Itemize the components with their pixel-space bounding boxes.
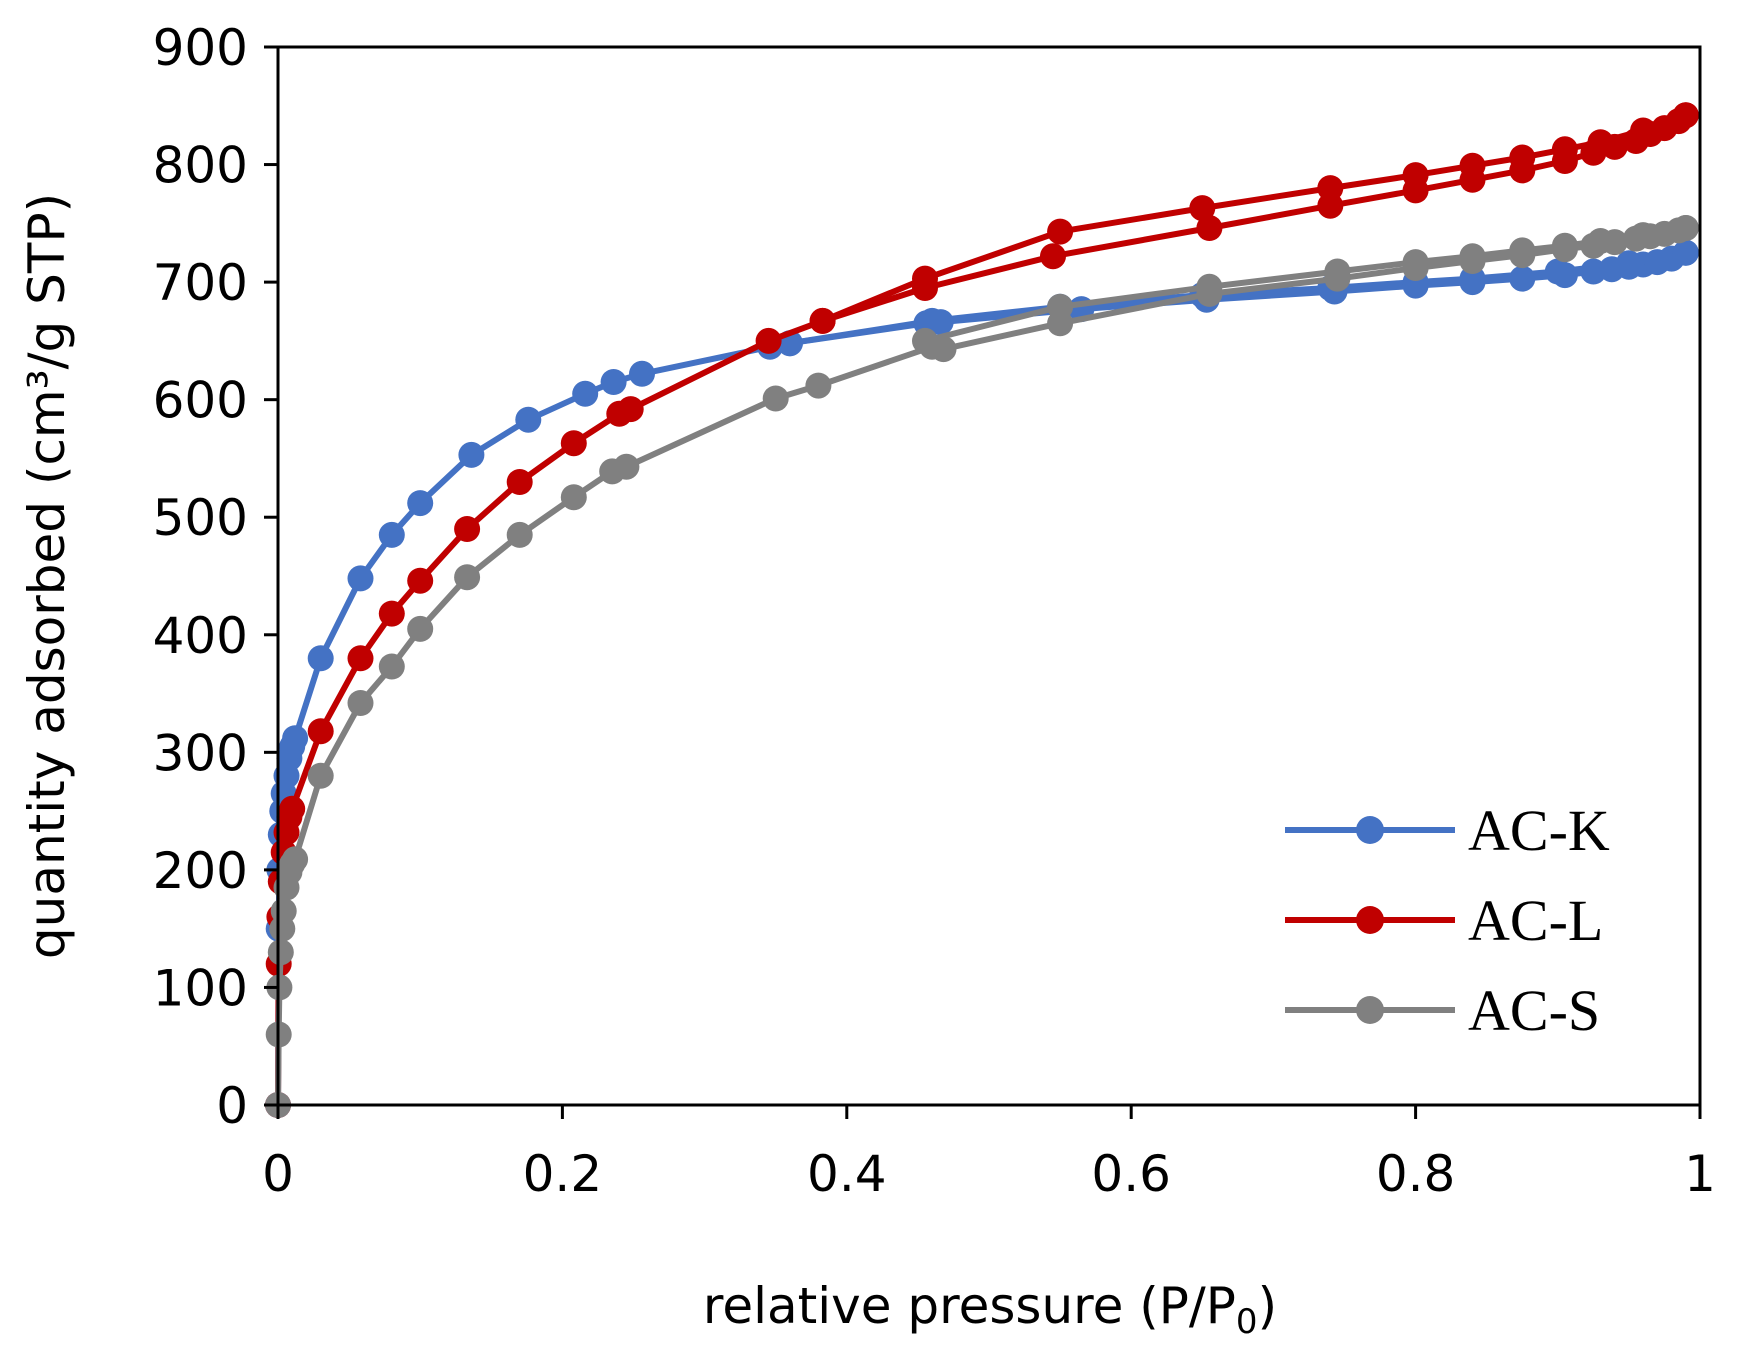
- series-AC-S: [265, 215, 1699, 1118]
- point-AC-S-ads-20: [805, 372, 832, 399]
- point-AC-S-ads-13: [407, 615, 434, 642]
- legend: AC-K AC-L AC-S: [1285, 798, 1610, 1043]
- y-tick-label-200: 200: [153, 842, 248, 900]
- point-AC-S-des-5: [1459, 243, 1486, 270]
- plot-frame: [276, 45, 1702, 1107]
- y-tick-label-400: 400: [153, 607, 248, 665]
- point-AC-K-ads-14: [458, 441, 485, 468]
- x-tick-label-0.8: 0.8: [1376, 1145, 1456, 1203]
- point-AC-K-ads-18: [629, 360, 655, 387]
- point-AC-S-des-3: [1551, 232, 1578, 259]
- y-tick-label-800: 800: [153, 137, 248, 195]
- point-AC-K-ads-15: [515, 406, 542, 433]
- point-AC-S-ads-15: [506, 521, 533, 548]
- legend-marker-AC-K: [1356, 816, 1384, 844]
- point-AC-S-des-0: [1672, 215, 1699, 241]
- point-AC-S-ads-16: [560, 484, 587, 511]
- x-axis-title-main: relative pressure (P/P: [703, 1277, 1236, 1335]
- series-group: [265, 102, 1699, 1118]
- point-AC-S-des-8: [1196, 273, 1223, 300]
- point-AC-K-des-0: [1672, 239, 1699, 266]
- legend-label-AC-K: AC-K: [1468, 798, 1610, 863]
- y-tick-label-700: 700: [153, 254, 248, 312]
- x-axis-title: relative pressure (P/P0): [703, 1277, 1277, 1342]
- legend-label-AC-L: AC-L: [1468, 888, 1603, 953]
- point-AC-L-ads-20: [1040, 243, 1066, 270]
- point-AC-K-des-8: [919, 307, 946, 334]
- point-AC-K-ads-11: [347, 565, 374, 592]
- point-AC-L-des-2: [1587, 129, 1614, 156]
- x-tick-label-0.6: 0.6: [1091, 1145, 1171, 1203]
- point-AC-K-ads-16: [572, 380, 599, 407]
- point-AC-L-des-4: [1509, 144, 1536, 171]
- ticks-group: 0 100 200 300 400 500 600 700 800 900 0 0.2 0.4 0.6 0.…: [153, 19, 1716, 1203]
- point-AC-L-ads-16: [617, 396, 644, 423]
- point-AC-L-ads-9: [347, 645, 374, 672]
- point-AC-L-des-3: [1551, 136, 1578, 163]
- point-AC-L-des-11: [809, 307, 836, 334]
- point-AC-S-ads-18: [613, 453, 640, 480]
- point-AC-S-des-7: [1324, 258, 1351, 285]
- point-AC-K-ads-12: [378, 521, 405, 548]
- point-AC-L-des-8: [1189, 195, 1216, 222]
- line-AC-S-adsorption: [275, 225, 1687, 1106]
- point-AC-S-ads-9: [282, 846, 309, 873]
- point-AC-K-ads-13: [407, 490, 434, 517]
- point-AC-L-ads-11: [407, 567, 434, 594]
- point-AC-L-ads-12: [454, 516, 481, 542]
- point-AC-S-des-9: [1047, 293, 1074, 320]
- y-axis-title: quantity adsorbed (cm³/g STP): [18, 193, 76, 959]
- y-tick-label-0: 0: [216, 1077, 248, 1135]
- legend-label-AC-S: AC-S: [1468, 978, 1600, 1043]
- x-axis-title-end: ): [1258, 1277, 1278, 1335]
- point-AC-S-ads-10: [307, 762, 334, 789]
- point-AC-S-ads-5: [270, 898, 297, 924]
- x-tick-label-0: 0: [262, 1145, 294, 1203]
- point-AC-S-ads-3: [267, 939, 294, 966]
- y-tick-label-500: 500: [153, 489, 248, 547]
- point-AC-S-des-2: [1587, 228, 1614, 254]
- point-AC-K-des-2: [1544, 258, 1571, 285]
- point-AC-L-des-6: [1402, 162, 1429, 189]
- point-AC-L-des-10: [912, 265, 938, 292]
- point-AC-S-des-6: [1402, 249, 1429, 276]
- point-AC-L-ads-10: [378, 600, 405, 627]
- point-AC-S-des-10: [912, 327, 938, 354]
- series-AC-L: [265, 102, 1699, 1118]
- point-AC-L-des-9: [1047, 218, 1074, 245]
- legend-marker-AC-L: [1356, 906, 1384, 934]
- point-AC-L-ads-14: [560, 430, 587, 457]
- y-tick-label-900: 900: [153, 19, 248, 77]
- x-tick-label-1: 1: [1684, 1145, 1716, 1203]
- y-tick-label-300: 300: [153, 724, 248, 782]
- point-AC-K-ads-9: [282, 725, 309, 752]
- point-AC-K-ads-10: [307, 645, 334, 672]
- point-AC-S-ads-14: [454, 564, 481, 591]
- point-AC-S-ads-12: [378, 653, 405, 680]
- point-AC-K-ads-17: [600, 369, 627, 395]
- x-axis-title-subscript: 0: [1236, 1302, 1258, 1342]
- point-AC-L-ads-21: [1196, 215, 1223, 241]
- point-AC-K-ads-28: [1509, 265, 1536, 292]
- point-AC-L-ads-7: [279, 795, 306, 822]
- y-tick-label-600: 600: [153, 372, 248, 430]
- legend-marker-AC-S: [1356, 996, 1384, 1024]
- point-AC-L-des-1: [1630, 117, 1657, 144]
- y-tick-label-100: 100: [153, 959, 248, 1017]
- point-AC-L-des-0: [1672, 102, 1699, 129]
- point-AC-S-ads-11: [347, 690, 374, 716]
- point-AC-L-ads-8: [307, 718, 334, 745]
- x-tick-label-0.4: 0.4: [807, 1145, 887, 1203]
- point-AC-L-des-5: [1459, 152, 1486, 179]
- point-AC-K-des-1: [1615, 250, 1642, 277]
- point-AC-L-des-7: [1317, 175, 1344, 202]
- point-AC-L-ads-17: [755, 327, 782, 354]
- point-AC-S-ads-19: [762, 385, 789, 412]
- x-tick-label-0.2: 0.2: [523, 1145, 603, 1203]
- point-AC-S-des-1: [1630, 222, 1657, 249]
- point-AC-S-des-4: [1509, 237, 1536, 264]
- point-AC-L-ads-13: [506, 469, 533, 495]
